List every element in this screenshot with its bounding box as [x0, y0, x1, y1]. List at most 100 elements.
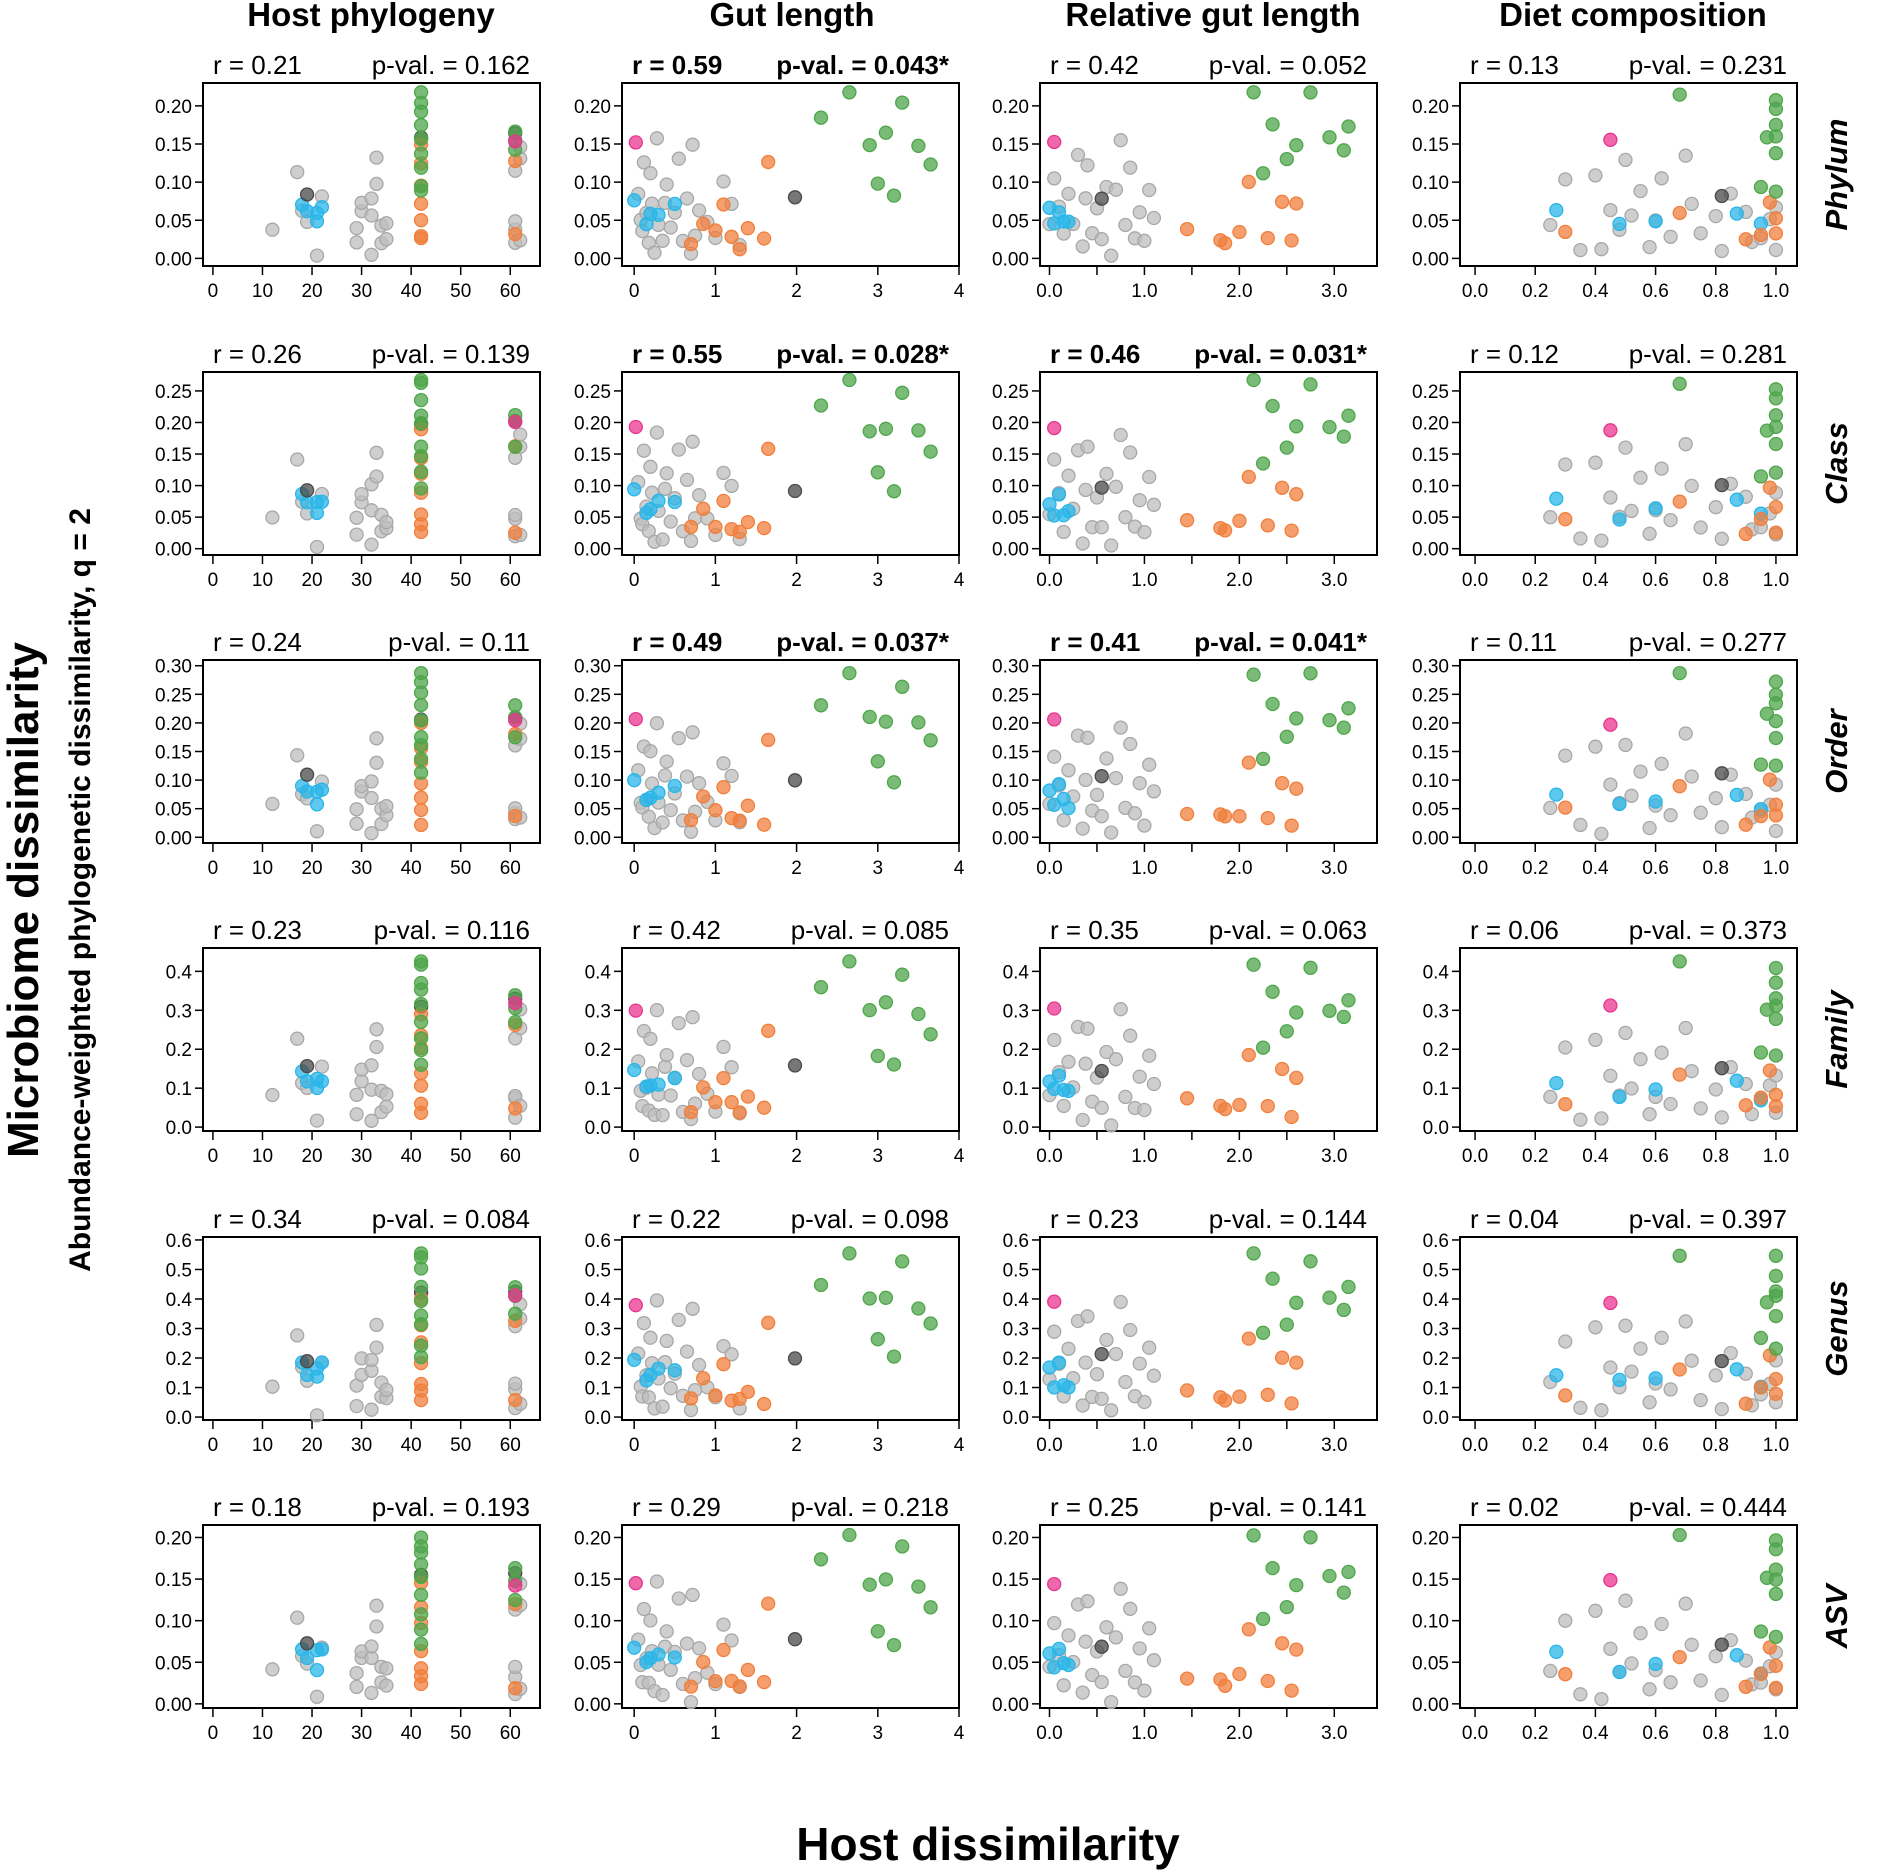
data-point-green: [1768, 184, 1784, 199]
scatter-points: [1543, 87, 1784, 259]
data-point-orange: [732, 1105, 747, 1120]
x-tick-label: 0.6: [1642, 281, 1668, 302]
data-point-gray: [1768, 242, 1784, 258]
data-point-blue: [1549, 787, 1564, 802]
data-point-gray: [309, 1113, 325, 1128]
data-point-green: [1303, 85, 1318, 100]
y-tick-label: 0.20: [574, 1528, 611, 1549]
data-point-green: [508, 1306, 523, 1321]
data-point-green: [1768, 1288, 1784, 1303]
data-point-blue: [1061, 1083, 1076, 1099]
x-tick-label: 2.0: [1226, 1146, 1252, 1167]
data-point-gray: [508, 1659, 523, 1675]
y-tick-label: 0.1: [1423, 1079, 1449, 1100]
data-point-gray: [1108, 479, 1124, 494]
y-tick-label: 0.10: [1412, 477, 1449, 498]
data-point-gray: [1588, 1032, 1603, 1048]
data-point-orange: [1672, 1362, 1687, 1377]
data-point-green: [862, 137, 877, 153]
data-point-gray: [1624, 788, 1639, 803]
y-tick-label: 0.25: [155, 685, 192, 706]
data-point-gray: [1080, 439, 1095, 454]
data-point-orange: [1558, 1097, 1573, 1112]
data-point-gray: [513, 427, 528, 442]
x-tick-label: 1.0: [1131, 1146, 1157, 1167]
plot-frame: [1459, 371, 1798, 556]
data-point-gray: [1104, 1694, 1119, 1710]
data-point-gray: [659, 1333, 674, 1349]
plot-frame: [1459, 82, 1798, 267]
y-tick-label: 0.10: [155, 173, 192, 194]
data-point-gray: [1104, 825, 1119, 840]
scatter-points: [1042, 1246, 1356, 1418]
data-point-gray: [683, 533, 699, 549]
data-point-gray: [369, 755, 384, 770]
data-point-gray: [369, 469, 384, 484]
stat-p-value: p-val. = 0.11: [388, 627, 530, 657]
data-point-pink: [1047, 1001, 1062, 1016]
stat-p-value: p-val. = 0.085: [791, 915, 949, 945]
data-point-gray: [364, 1685, 379, 1701]
data-point-green: [1279, 729, 1294, 744]
x-tick-label: 0: [208, 281, 219, 302]
y-tick-label: 0.00: [992, 249, 1029, 270]
data-point-gray: [1061, 763, 1076, 778]
y-tick-label: 0.6: [585, 1231, 611, 1252]
data-point-black: [299, 187, 315, 202]
data-point-gray: [643, 459, 658, 474]
y-tick-label: 0.4: [585, 962, 612, 983]
data-point-green: [1303, 1530, 1318, 1545]
x-tick-label: 0.4: [1582, 1146, 1609, 1167]
data-point-pink: [1047, 1576, 1062, 1592]
data-point-gray: [265, 510, 280, 525]
x-tick-label: 0: [629, 1435, 640, 1456]
data-point-blue: [627, 1640, 642, 1655]
data-point-orange: [1217, 809, 1233, 824]
data-point-green: [413, 1293, 429, 1309]
data-point-green: [870, 1048, 885, 1064]
row-label-class: Class: [1819, 422, 1854, 505]
data-point-blue: [651, 1647, 666, 1662]
data-point-pink: [508, 713, 523, 728]
data-point-blue: [1729, 787, 1744, 803]
data-point-black: [1714, 1637, 1729, 1652]
data-point-gray: [1061, 186, 1076, 201]
x-tick-label: 1: [710, 570, 721, 591]
data-point-green: [813, 1277, 829, 1293]
data-point-black: [299, 767, 315, 782]
x-tick-label: 0.8: [1703, 281, 1729, 302]
data-point-green: [1753, 469, 1769, 484]
data-point-black: [787, 1058, 803, 1073]
data-point-green: [1246, 667, 1261, 682]
y-tick-label: 0.20: [574, 97, 611, 118]
y-tick-label: 0.15: [574, 135, 611, 156]
y-tick-label: 0.0: [585, 1118, 611, 1139]
data-point-orange: [1768, 226, 1784, 241]
data-point-gray: [1708, 791, 1723, 806]
data-point-orange: [683, 812, 699, 828]
data-point-green: [1768, 465, 1784, 480]
data-point-gray: [349, 510, 364, 525]
data-point-orange: [1232, 809, 1247, 824]
data-point-green: [1255, 166, 1271, 181]
data-point-gray: [716, 756, 731, 771]
x-tick-label: 50: [450, 1146, 471, 1167]
data-point-orange: [508, 1392, 523, 1408]
x-tick-label: 0: [208, 570, 219, 591]
data-point-green: [878, 714, 894, 729]
scatter-points: [1543, 1527, 1784, 1707]
data-point-orange: [716, 493, 731, 509]
x-tick-label: 40: [401, 570, 422, 591]
data-point-gray: [1094, 1100, 1109, 1115]
data-point-orange: [1179, 513, 1195, 528]
data-point-gray: [1642, 526, 1657, 541]
data-point-green: [886, 1349, 902, 1364]
data-point-orange: [1768, 1099, 1784, 1114]
y-tick-label: 0.3: [585, 1320, 611, 1341]
data-point-gray: [1633, 470, 1648, 485]
data-point-orange: [740, 1662, 756, 1678]
data-point-gray: [1132, 1069, 1147, 1084]
data-point-blue: [651, 1077, 666, 1092]
data-point-gray: [1603, 202, 1618, 218]
panel-relative-gut-length-phylum: r = 0.42 p-val. = 0.052 0.00 0.05 0.10 0.15 0.…: [992, 50, 1378, 302]
